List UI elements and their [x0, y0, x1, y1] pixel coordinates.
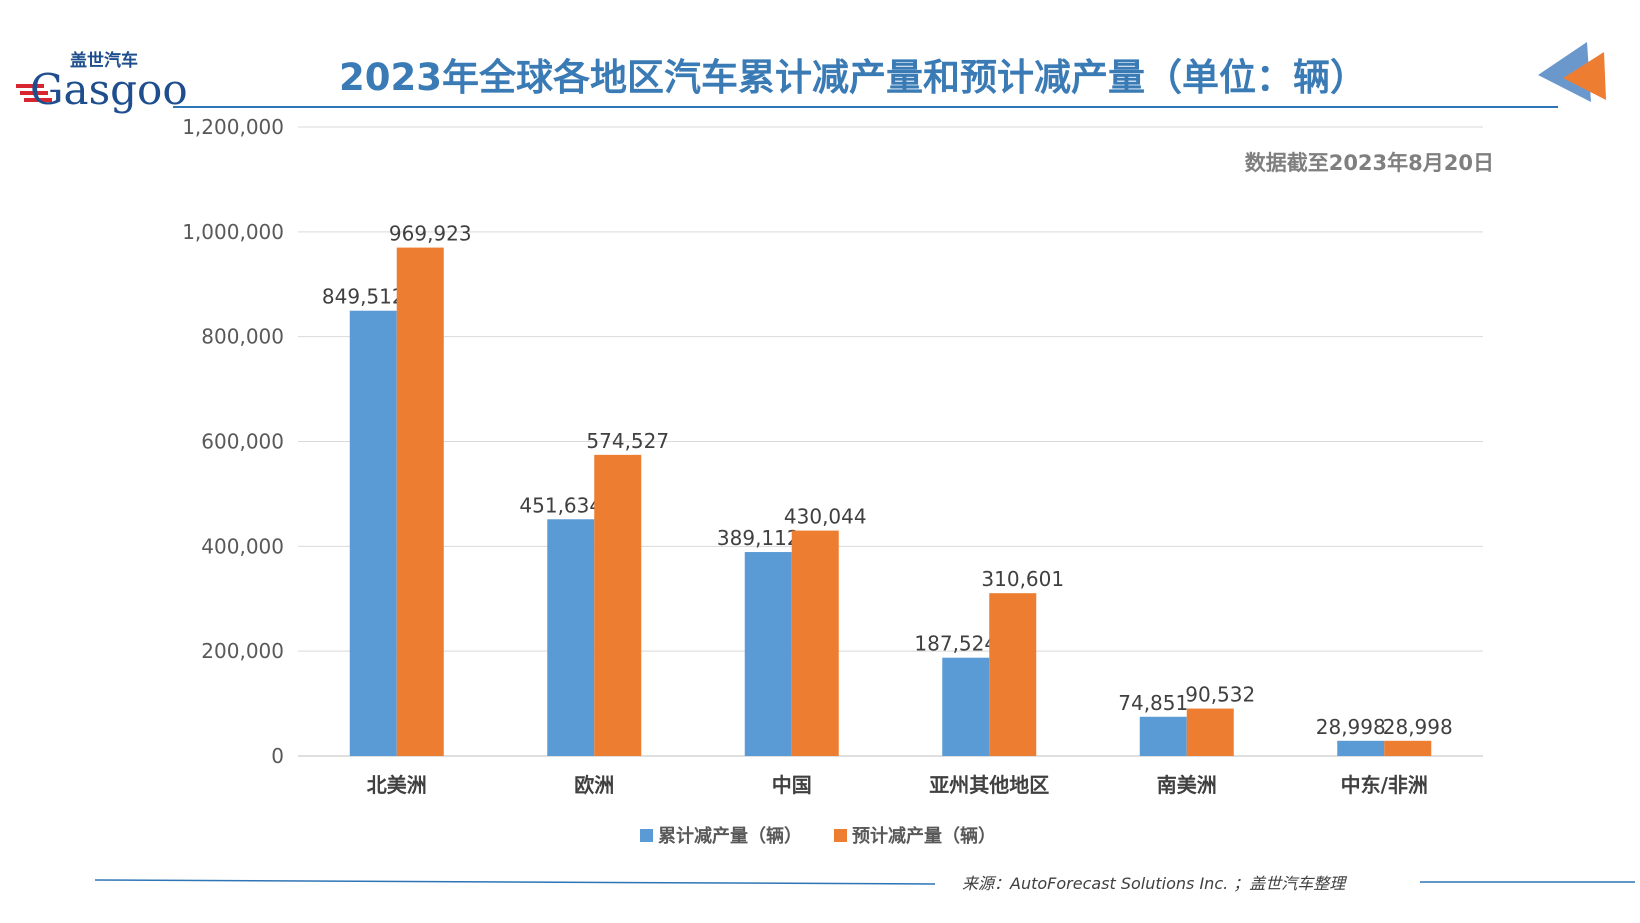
- source-text: 来源：AutoForecast Solutions Inc. ；盖世汽车整理: [962, 874, 1347, 893]
- y-tick-label: 600,000: [201, 430, 284, 454]
- data-label: 74,851: [1118, 691, 1188, 715]
- data-label: 430,044: [784, 505, 867, 529]
- logo-cn: 盖世汽车: [70, 50, 138, 71]
- data-label: 451,634: [519, 493, 602, 517]
- y-tick-label: 1,200,000: [182, 115, 284, 139]
- bar-1: [942, 657, 990, 756]
- x-category-label: 中国: [772, 773, 812, 797]
- bar-1: [1337, 740, 1385, 756]
- bar-2: [989, 593, 1037, 756]
- footer-line-left: [94, 879, 936, 885]
- triangle-arrow-icon: [1538, 42, 1606, 102]
- bar-2: [791, 530, 839, 756]
- x-category-label: 中东/非洲: [1341, 773, 1428, 797]
- x-category-label: 欧洲: [574, 773, 614, 797]
- bar-1: [547, 519, 595, 756]
- legend-swatch-series1: [640, 829, 653, 842]
- y-tick-label: 0: [271, 744, 284, 768]
- data-label: 187,524: [914, 632, 997, 656]
- data-label: 969,923: [389, 222, 472, 246]
- legend-label-series2: 预计减产量（辆）: [852, 825, 996, 847]
- legend-label-series1: 累计减产量（辆）: [658, 825, 802, 847]
- x-category-label: 南美洲: [1157, 773, 1217, 797]
- bar-1: [349, 310, 397, 756]
- bar-1: [744, 552, 792, 756]
- gasgoo-logo: Gasgoo 盖世汽车: [16, 50, 188, 114]
- data-label: 310,601: [981, 567, 1064, 591]
- y-tick-label: 1,000,000: [182, 220, 284, 244]
- y-tick-label: 800,000: [201, 325, 284, 349]
- bar-2: [1186, 708, 1234, 756]
- x-category-label: 亚州其他地区: [929, 773, 1049, 797]
- x-category-label: 北美洲: [367, 773, 427, 797]
- bar-1: [1139, 716, 1187, 756]
- y-tick-label: 400,000: [201, 534, 284, 558]
- data-label: 28,998: [1383, 715, 1453, 739]
- data-date-note: 数据截至2023年8月20日: [1245, 151, 1494, 175]
- y-tick-label: 200,000: [201, 639, 284, 663]
- page-title: 2023年全球各地区汽车累计减产量和预计减产量（单位：辆）: [339, 56, 1367, 99]
- bar-2: [594, 454, 642, 756]
- data-label: 574,527: [586, 429, 669, 453]
- bar-2: [396, 247, 444, 756]
- legend: 累计减产量（辆） 预计减产量（辆）: [640, 825, 996, 847]
- legend-swatch-series2: [834, 829, 847, 842]
- svg-text:Gasgoo: Gasgoo: [30, 65, 188, 114]
- data-label: 389,112: [717, 526, 800, 550]
- data-label: 90,532: [1185, 683, 1255, 707]
- data-label: 28,998: [1316, 715, 1386, 739]
- data-label: 849,512: [322, 285, 405, 309]
- bar-2: [1384, 740, 1432, 756]
